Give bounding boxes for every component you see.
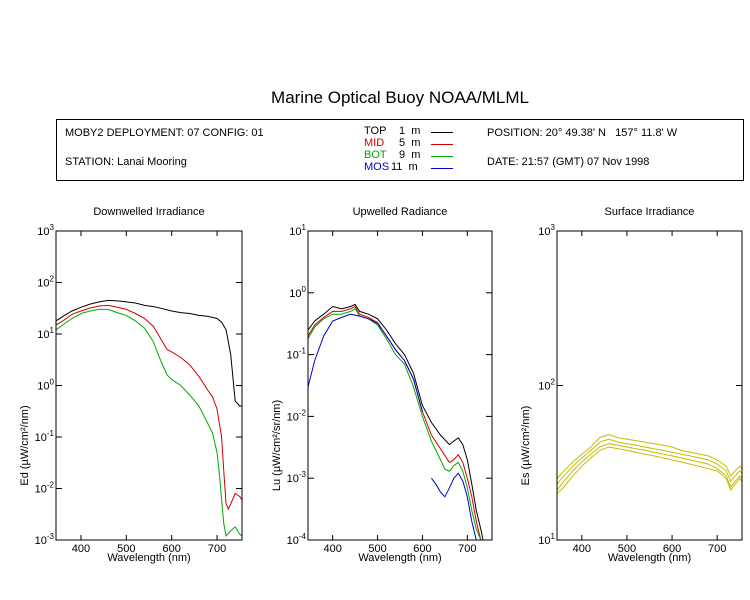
legend-line-mid <box>431 144 453 145</box>
y-tick-label-1-4: 100 <box>289 285 306 300</box>
legend-depth-top: 1 m <box>399 125 421 137</box>
legend-depth-bot: 9 m <box>399 149 421 161</box>
y-tick-label-0-5: 102 <box>37 275 54 290</box>
y-tick-label-0-1: 10-2 <box>35 481 55 496</box>
legend-line-mos <box>431 168 453 169</box>
info-box: MOBY2 DEPLOYMENT: 07 CONFIG: 01 STATION:… <box>56 119 744 181</box>
x-tick-label-2-3: 700 <box>708 543 726 555</box>
page-title: Marine Optical Buoy NOAA/MLML <box>271 88 529 107</box>
legend-name-mos: MOS <box>364 161 390 173</box>
legend-line-top <box>431 132 453 133</box>
legend-depth-mos: 11 m <box>391 161 418 173</box>
chart-title-1: Upwelled Radiance <box>353 206 448 218</box>
plot-frame-2 <box>556 230 743 541</box>
series-line-1-2 <box>308 308 483 540</box>
series-line-1-3 <box>308 313 423 412</box>
plot-frame-1 <box>307 230 493 541</box>
legend-name-bot: BOT <box>364 149 387 161</box>
x-tick-label-0-2: 600 <box>163 543 181 555</box>
series-line-2-3 <box>557 446 742 494</box>
y-tick-label-1-5: 101 <box>289 223 306 238</box>
x-tick-label-2-1: 500 <box>618 543 636 555</box>
x-axis-label-0: Wavelength (nm) <box>107 552 190 564</box>
series-line-0-0 <box>56 299 242 407</box>
y-tick-label-2-1: 102 <box>538 378 555 393</box>
series-line-1-1 <box>308 305 483 540</box>
y-tick-label-1-0: 10-4 <box>287 532 307 547</box>
series-line-0-2 <box>56 308 242 537</box>
y-tick-label-1-3: 10-1 <box>287 347 307 362</box>
deployment-text: MOBY2 DEPLOYMENT: 07 CONFIG: 01 <box>65 127 264 139</box>
y-tick-label-0-3: 100 <box>37 378 54 393</box>
chart-title-2: Surface Irradiance <box>605 206 695 218</box>
legend-name-mid: MID <box>364 137 385 149</box>
plot-frame-0 <box>55 230 243 541</box>
series-line-2-2 <box>557 443 742 491</box>
y-tick-label-1-2: 10-2 <box>287 408 307 423</box>
x-tick-label-0-1: 500 <box>117 543 135 555</box>
x-tick-label-2-0: 400 <box>573 543 591 555</box>
series-line-0-1 <box>56 304 242 511</box>
y-tick-label-1-1: 10-3 <box>287 470 307 485</box>
y-tick-label-2-0: 101 <box>538 532 555 547</box>
y-tick-label-2-2: 103 <box>538 223 555 238</box>
legend-depth-mid: 5 m <box>399 137 421 149</box>
x-tick-label-1-0: 400 <box>324 543 342 555</box>
legend-name-top: TOP <box>364 125 387 137</box>
x-axis-label-1: Wavelength (nm) <box>358 552 441 564</box>
date-text: DATE: 21:57 (GMT) 07 Nov 1998 <box>487 156 650 168</box>
y-tick-label-0-6: 103 <box>37 223 54 238</box>
y-tick-label-0-0: 10-3 <box>35 532 55 547</box>
x-tick-label-1-2: 600 <box>413 543 431 555</box>
x-tick-label-1-1: 500 <box>368 543 386 555</box>
legend-line-bot <box>431 156 453 157</box>
y-axis-label-0: Ed (µW/cm²/nm) <box>19 405 31 485</box>
x-tick-label-1-3: 700 <box>458 543 476 555</box>
x-tick-label-0-0: 400 <box>72 543 90 555</box>
x-axis-label-2: Wavelength (nm) <box>608 552 691 564</box>
position-text: POSITION: 20° 49.38' N 157° 11.8' W <box>487 127 678 139</box>
x-tick-label-0-3: 700 <box>208 543 226 555</box>
series-line-2-0 <box>557 434 742 479</box>
y-axis-label-1: Lu (µW/cm²/sr/nm) <box>271 400 283 491</box>
y-axis-label-2: Es (µW/cm²/nm) <box>520 406 532 486</box>
x-tick-label-2-2: 600 <box>663 543 681 555</box>
y-tick-label-0-4: 101 <box>37 326 54 341</box>
station-text: STATION: Lanai Mooring <box>65 156 187 168</box>
y-tick-label-0-2: 10-1 <box>35 429 55 444</box>
series-line-2-1 <box>557 438 742 485</box>
series-line-1-0 <box>308 303 484 540</box>
chart-title-0: Downwelled Irradiance <box>93 206 204 218</box>
series-line-1-4 <box>430 472 483 540</box>
